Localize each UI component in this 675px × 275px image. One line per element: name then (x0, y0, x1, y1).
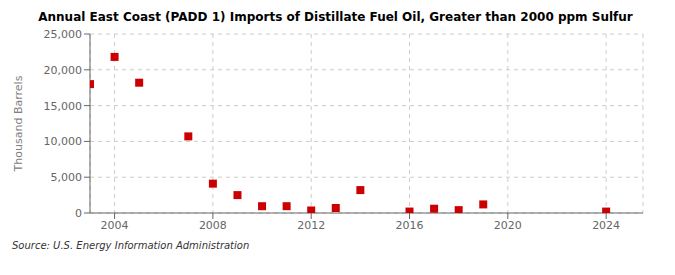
svg-text:2024: 2024 (592, 219, 620, 232)
svg-text:2020: 2020 (494, 219, 522, 232)
svg-text:2012: 2012 (297, 219, 325, 232)
svg-text:15,000: 15,000 (44, 100, 83, 113)
svg-text:Thousand Barrels: Thousand Barrels (12, 75, 25, 172)
svg-text:2016: 2016 (396, 219, 424, 232)
svg-text:10,000: 10,000 (44, 135, 83, 148)
svg-text:0: 0 (75, 207, 82, 220)
svg-text:5,000: 5,000 (51, 171, 83, 184)
html-text:Source: U.S. Energy Informatio: Source: U.S. Energy Information Administ… (12, 240, 250, 251)
svg-text:2008: 2008 (199, 219, 227, 232)
svg-text:25,000: 25,000 (44, 28, 83, 41)
svg-text:2004: 2004 (101, 219, 129, 232)
html-text:Annual East Coast (PADD 1) Imp: Annual East Coast (PADD 1) Imports of Di… (38, 10, 633, 24)
svg-text:20,000: 20,000 (44, 64, 83, 77)
